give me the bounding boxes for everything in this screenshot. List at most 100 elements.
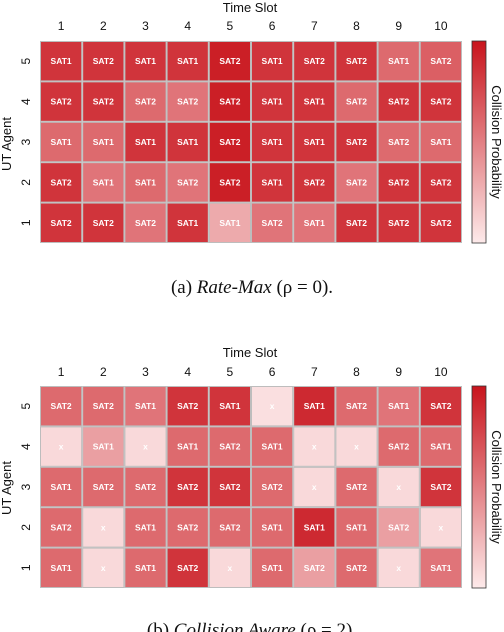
panel-a-cell-label: SAT2 [430, 218, 451, 228]
panel-b-cell [40, 426, 83, 467]
panel-a-cell [419, 202, 462, 244]
panel-a-colorbar-label: Collision Probability [489, 85, 504, 199]
panel-a-cell [377, 41, 420, 82]
panel-a-cell-label: SAT1 [262, 97, 283, 107]
panel-b-cell [82, 466, 125, 508]
panel-b-cell [377, 466, 420, 508]
panel-b-cell-label: SAT2 [93, 401, 114, 411]
panel-a-cell [208, 202, 252, 244]
panel-b-x-ticks: 1 2 3 4 5 6 7 8 9 10 [58, 365, 448, 379]
panel-a-cell [166, 121, 209, 163]
panel-a-cell-label: SAT2 [177, 97, 198, 107]
panel-a-x-tick: 3 [142, 19, 149, 33]
panel-b-cell [124, 386, 167, 427]
panel-b-cell-label: SAT1 [177, 442, 198, 452]
panel-a-cell-label: SAT2 [93, 97, 114, 107]
panel-b-cell [377, 547, 420, 588]
panel-a-cell [82, 41, 125, 82]
panel-b-cell-label: x [59, 442, 64, 452]
panel-b-cell-label: SAT2 [430, 401, 451, 411]
panel-a-cell [166, 81, 209, 122]
panel-b-cell [40, 547, 83, 588]
panel-b-cell [335, 426, 378, 467]
panel-a-x-tick: 1 [58, 19, 65, 33]
panel-a-cell-label: SAT1 [177, 56, 198, 66]
panel-a-cell [419, 81, 462, 122]
panel-a-cell-label: SAT2 [304, 177, 325, 187]
panel-a-cell [40, 202, 83, 244]
panel-a-cell-label: SAT2 [51, 97, 72, 107]
panel-a-cell [419, 162, 462, 203]
panel-b-cell [166, 466, 209, 508]
panel-a-cell-label: SAT1 [304, 218, 325, 228]
panel-b-cell-label: SAT2 [346, 563, 367, 573]
panel-b-cell-label: SAT1 [51, 482, 72, 492]
panel-b-cell [124, 507, 167, 548]
panel-a-y-tick: 2 [19, 179, 33, 186]
panel-b-x-tick: 7 [311, 365, 318, 379]
panel-a-y-ticks: 5 4 3 2 1 [19, 58, 33, 227]
panel-b-cell [293, 426, 336, 467]
panel-a-cell-label: SAT1 [93, 137, 114, 147]
panel-a-cell [251, 202, 294, 244]
panel-b-cell [166, 547, 209, 588]
panel-b-cell-label: SAT1 [304, 401, 325, 411]
panel-b-colorbar-label: Collision Probability [489, 430, 504, 544]
panel-b-cell-label: SAT2 [262, 482, 283, 492]
panel-b-cell [40, 386, 83, 427]
panel-a: Time Slot 1 2 3 4 5 6 7 8 9 10 5 4 3 2 1 UT Agent SAT… [0, 0, 504, 298]
panel-a-x-tick: 6 [269, 19, 276, 33]
panel-b-y-tick: 5 [19, 403, 33, 410]
panel-b-cell [251, 466, 294, 508]
panel-b-cell [208, 466, 252, 508]
panel-a-cell [208, 81, 252, 122]
panel-a-xlabel: Time Slot [223, 0, 278, 15]
panel-b-cell-label: SAT1 [262, 522, 283, 532]
panel-a-x-tick: 9 [395, 19, 402, 33]
panel-a-cell-label: SAT1 [93, 177, 114, 187]
panel-a-cell-label: SAT2 [346, 56, 367, 66]
panel-b-cell-label: SAT1 [430, 563, 451, 573]
panel-a-cell-label: SAT1 [135, 137, 156, 147]
panel-a-cell [419, 121, 462, 163]
panel-b-cell [40, 466, 83, 508]
panel-a-cell [335, 121, 378, 163]
panel-a-cell [293, 162, 336, 203]
panel-b-cells: SAT2 SAT2 SAT1 SAT2 SAT1 x SAT1 SAT2 SAT1 SAT2 x SA… [40, 386, 462, 588]
panel-a-cell [377, 81, 420, 122]
panel-b-cell [82, 386, 125, 427]
panel-b-cell [124, 466, 167, 508]
panel-a-cell [293, 202, 336, 244]
panel-b-cell [419, 386, 462, 427]
panel-a-cell [335, 81, 378, 122]
panel-a-cell [166, 202, 209, 244]
panel-b-x-tick: 9 [395, 365, 402, 379]
panel-a-cell [208, 41, 252, 82]
panel-a-cell [82, 162, 125, 203]
panel-b-cell [40, 507, 83, 548]
panel-a-cell-label: SAT2 [51, 177, 72, 187]
panel-b-cell [251, 386, 294, 427]
panel-a-cell [166, 162, 209, 203]
panel-a-cell-label: SAT2 [51, 218, 72, 228]
panel-b-cell-label: SAT2 [51, 401, 72, 411]
panel-b-cell-label: x [396, 482, 401, 492]
panel-b-y-tick: 3 [19, 483, 33, 490]
panel-b-cell [335, 466, 378, 508]
panel-b-cell-label: SAT2 [177, 482, 198, 492]
panel-b-cell [293, 507, 336, 548]
panel-b-cell-label: SAT1 [135, 563, 156, 573]
panel-a-cell-label: SAT2 [388, 218, 409, 228]
panel-b-cell [208, 426, 252, 467]
panel-b-cell [335, 507, 378, 548]
panel-a-cell-label: SAT2 [219, 56, 240, 66]
panel-b-cell [251, 507, 294, 548]
panel-b-y-tick: 4 [19, 443, 33, 450]
panel-a-x-tick: 7 [311, 19, 318, 33]
panel-b-cell [124, 547, 167, 588]
panel-b-x-tick: 4 [184, 365, 191, 379]
panel-a-cell [335, 41, 378, 82]
panel-a-cell-label: SAT1 [135, 177, 156, 187]
panel-a-cells: SAT1 SAT2 SAT1 SAT1 SAT2 SAT1 SAT2 SAT2 SAT1 SAT2… [40, 41, 462, 244]
panel-a-caption: (a) Rate-Max (ρ = 0). [171, 277, 333, 298]
